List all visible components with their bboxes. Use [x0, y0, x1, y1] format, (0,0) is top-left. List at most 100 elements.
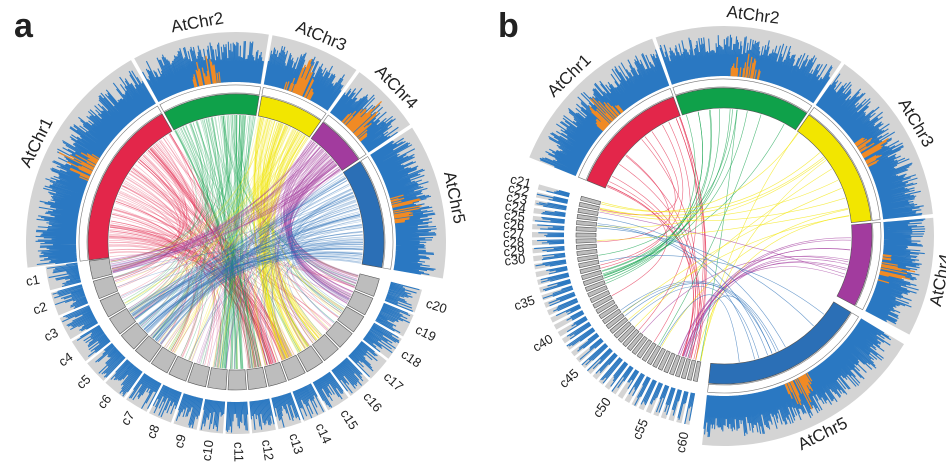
- contig-label: c9: [171, 433, 189, 450]
- link: [260, 125, 287, 359]
- link: [211, 117, 227, 368]
- link: [260, 121, 301, 352]
- link: [268, 131, 306, 349]
- contig-ideogram: [246, 366, 268, 390]
- contig-histogram: [362, 322, 400, 354]
- link: [135, 188, 352, 320]
- link: [601, 152, 820, 213]
- link: [112, 166, 339, 273]
- link: [597, 207, 849, 241]
- contig-label: c29: [503, 243, 525, 260]
- contig-histogram: [600, 357, 623, 384]
- link: [115, 130, 297, 284]
- contig-histogram: [677, 390, 689, 420]
- link: [260, 122, 292, 357]
- contig-label: c15: [337, 407, 361, 433]
- link: [175, 130, 227, 369]
- link: [222, 115, 240, 369]
- link: [225, 115, 247, 369]
- link: [163, 137, 295, 355]
- contig-ideogram: [581, 270, 603, 281]
- link: [215, 116, 235, 369]
- density-histogram: [35, 70, 156, 266]
- link: [144, 251, 363, 331]
- contig-ideogram: [592, 294, 613, 309]
- contig-histogram: [200, 399, 226, 432]
- link: [108, 241, 332, 327]
- link: [260, 195, 355, 366]
- link: [600, 179, 839, 218]
- link: [291, 189, 352, 312]
- chromosome-ideogram: [586, 96, 681, 189]
- link: [134, 253, 363, 319]
- link: [239, 115, 260, 367]
- link: [293, 200, 357, 301]
- link: [157, 251, 363, 343]
- link: [287, 153, 353, 293]
- link: [109, 243, 271, 365]
- link: [247, 119, 271, 368]
- link: [221, 115, 359, 276]
- link: [253, 123, 282, 366]
- link: [141, 156, 268, 366]
- link: [142, 155, 203, 358]
- tick-ring: [360, 156, 394, 270]
- link: [597, 223, 768, 356]
- link: [144, 219, 362, 331]
- link: [222, 115, 232, 369]
- link: [685, 239, 851, 358]
- link: [146, 214, 361, 333]
- link: [109, 254, 316, 342]
- contig-ideogram: [605, 312, 625, 330]
- link: [266, 125, 318, 340]
- link: [134, 165, 338, 319]
- link: [258, 121, 292, 357]
- link: [265, 135, 306, 359]
- contig-ideogram: [150, 346, 177, 374]
- link: [190, 123, 244, 369]
- link: [291, 169, 355, 288]
- link: [285, 150, 349, 301]
- link: [179, 128, 238, 369]
- link: [115, 163, 337, 283]
- link: [283, 142, 358, 280]
- link: [253, 117, 286, 360]
- link: [291, 177, 350, 300]
- link: [257, 121, 285, 360]
- link: [239, 115, 357, 284]
- link: [641, 139, 697, 357]
- contig-ideogram: [134, 335, 162, 363]
- density-peak: [192, 55, 221, 88]
- link: [147, 150, 277, 363]
- link: [131, 231, 363, 315]
- link: [258, 119, 301, 352]
- link: [195, 121, 237, 370]
- link: [111, 169, 341, 270]
- link: [162, 137, 257, 368]
- link: [230, 115, 246, 369]
- link: [257, 118, 318, 341]
- link: [257, 118, 309, 347]
- link: [145, 234, 363, 332]
- link: [278, 157, 332, 344]
- link: [260, 119, 320, 339]
- link: [145, 177, 346, 332]
- link: [260, 122, 291, 357]
- tick-ring: [809, 106, 881, 221]
- link: [109, 245, 190, 345]
- link: [109, 248, 355, 289]
- link: [149, 148, 290, 358]
- link: [599, 156, 824, 217]
- link: [285, 147, 357, 282]
- link: [109, 236, 273, 364]
- contig-label: c23: [505, 189, 528, 207]
- link: [113, 209, 272, 364]
- link: [108, 241, 292, 357]
- link: [230, 115, 345, 309]
- contig-ideogram: [346, 290, 374, 316]
- contig-ideogram: [311, 333, 339, 362]
- link: [138, 249, 363, 324]
- link: [190, 123, 225, 369]
- link: [130, 180, 348, 313]
- link: [283, 141, 358, 280]
